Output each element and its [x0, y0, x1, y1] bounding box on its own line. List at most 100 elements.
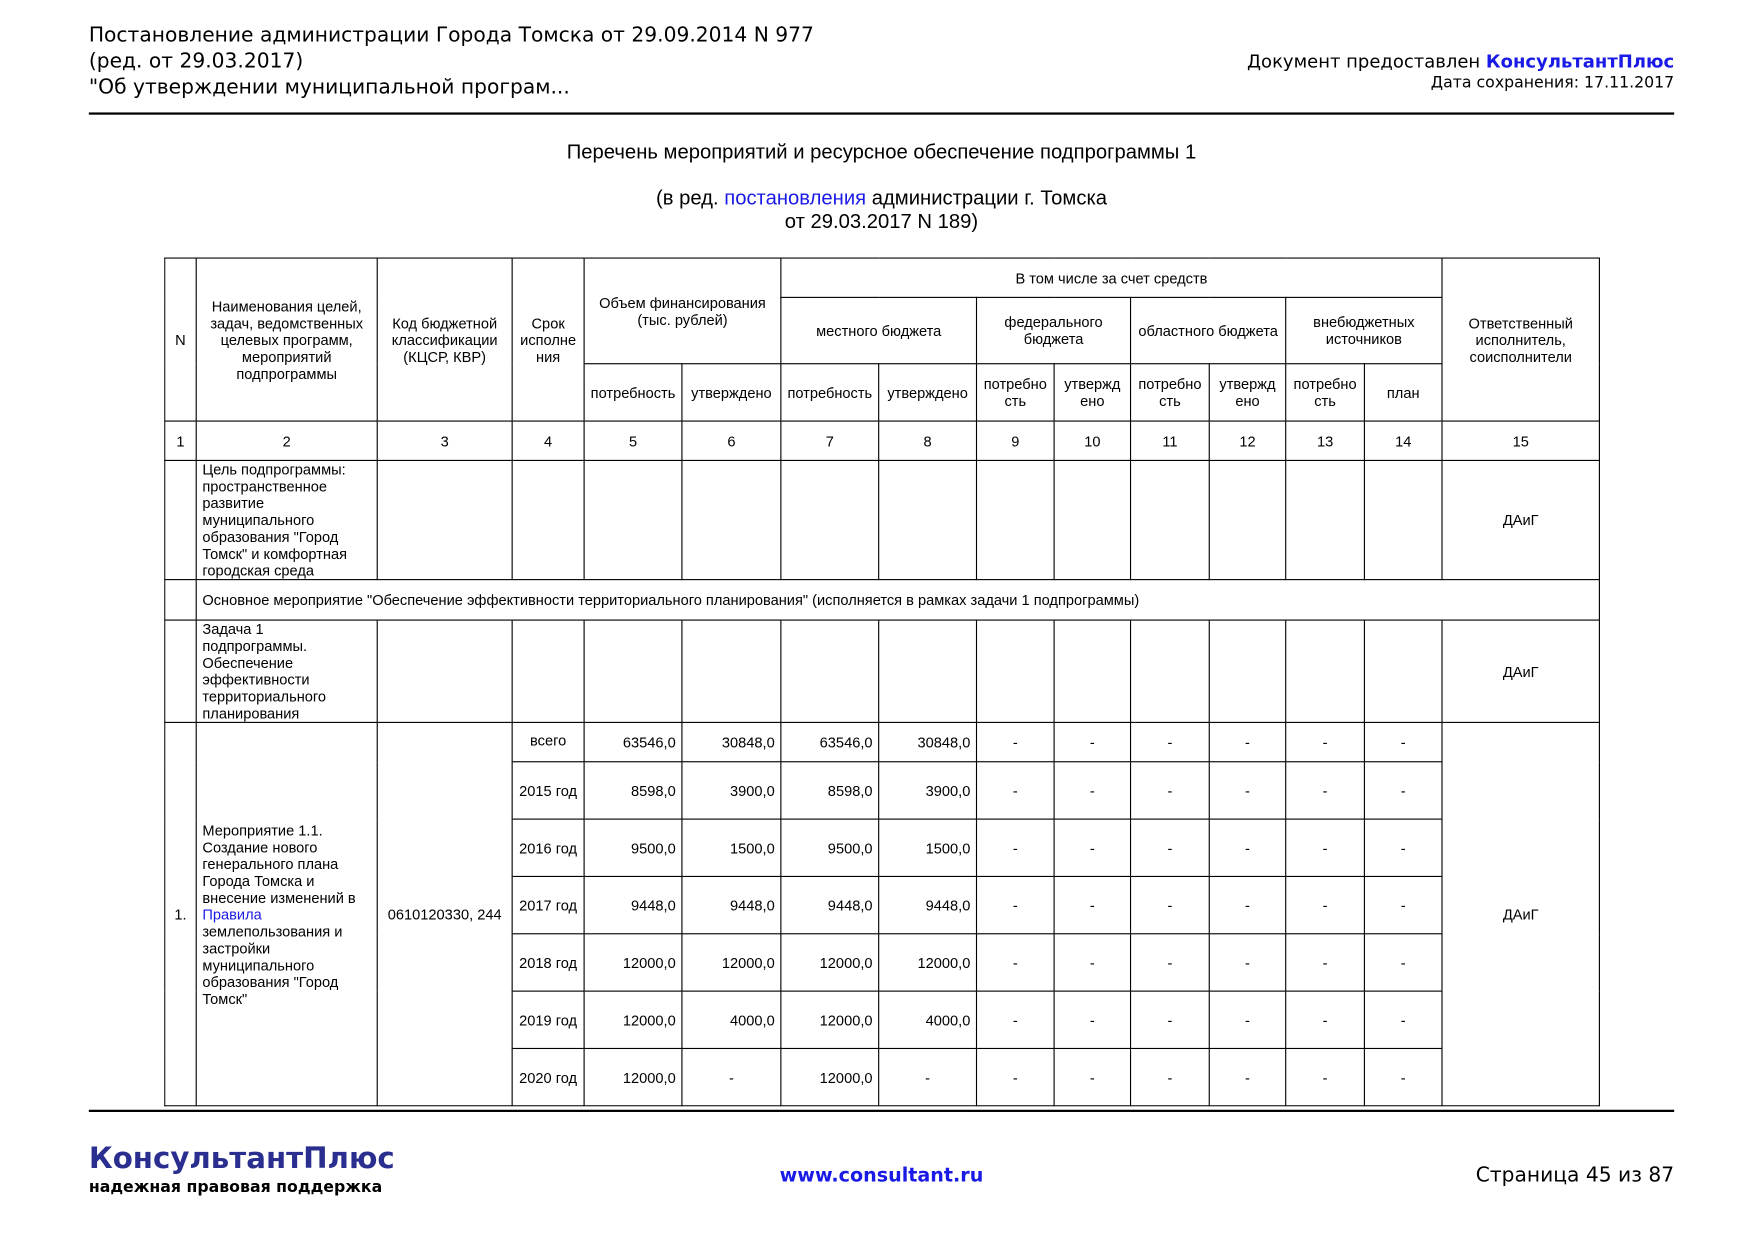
- footer-url[interactable]: www.consultant.ru: [779, 1164, 984, 1188]
- head-sub: потребность: [583, 363, 683, 422]
- head-responsible: Ответственный исполнитель, соисполнители: [1441, 257, 1600, 422]
- item-name-text: землепользования и застройки муниципальн…: [202, 922, 343, 1007]
- page-number: Страница 45 из 87: [1475, 1163, 1675, 1188]
- amount: -: [1053, 933, 1132, 992]
- footer-tagline: надежная правовая поддержка: [88, 1178, 383, 1197]
- table-row: местного бюджета федерального бюджета обла…: [165, 296, 1600, 365]
- amount: -: [1208, 1047, 1287, 1107]
- amount: -: [1285, 761, 1365, 820]
- head-volume: Объем финансирования (тыс. рублей): [583, 257, 782, 365]
- head-sub: потребность: [780, 363, 880, 422]
- table-row: 2018 год 12000,0 12000,0 12000,0 12000,0- - - -…: [165, 933, 1600, 992]
- amount: -: [1208, 875, 1287, 935]
- main-event: Основное мероприятие "Обеспечение эффект…: [195, 579, 1600, 621]
- head-sub: утверждено: [1053, 363, 1132, 422]
- amount: -: [1129, 761, 1210, 820]
- table: N Наименования целей, задач, ведомственны…: [164, 257, 1600, 1107]
- col-number: 14: [1363, 420, 1443, 461]
- empty-cell: [780, 459, 880, 581]
- item-name-link[interactable]: Правила: [202, 905, 262, 923]
- task-text: Задача 1 подпрограммы. Обеспечение эффек…: [195, 619, 378, 723]
- amount: -: [1208, 990, 1287, 1050]
- amount: 4000,0: [681, 990, 782, 1050]
- table-row: 2016 год 9500,0 1500,0 9500,0 1500,0- - - - - -: [165, 818, 1600, 878]
- amount: -: [1208, 818, 1287, 878]
- table-row: 2015 год 8598,0 3900,0 8598,0 3900,0- - - - - -: [165, 761, 1600, 820]
- empty-cell: [164, 579, 197, 621]
- doc-title-line: (ред. от 29.03.2017): [88, 49, 304, 74]
- table-row: потребность утверждено потребность утвержде…: [165, 363, 1600, 422]
- amount: 1500,0: [878, 818, 978, 878]
- amount: -: [1053, 721, 1132, 763]
- edition-suffix: администрации г. Томска: [871, 186, 1108, 210]
- item-code: 0610120330, 244: [376, 721, 513, 1107]
- table-row: 2.Мероприятие 1.2. Разработка0610120330,…: [164, 1105, 1600, 1107]
- doc-title-line: Постановление администрации Города Томск…: [88, 23, 814, 48]
- amount: 9448,0: [878, 875, 978, 935]
- col-number: 6: [681, 420, 782, 461]
- amount: 12000,0: [780, 990, 880, 1050]
- saved-date: Дата сохранения: 17.11.2017: [1430, 74, 1675, 93]
- executor: ДАиГ: [1441, 459, 1600, 581]
- empty-cell: [1208, 459, 1287, 581]
- amount: 1500,0: [681, 818, 782, 878]
- col-number: 8: [878, 420, 978, 461]
- amount: -: [1129, 1047, 1210, 1107]
- empty-cell: [376, 459, 513, 581]
- amount: -: [1129, 933, 1210, 992]
- head-term: Срок исполнения: [511, 257, 585, 422]
- head-sub: план: [1363, 363, 1443, 422]
- amount: 9448,0: [780, 875, 880, 935]
- col-number: 5: [583, 420, 683, 461]
- amount: -: [1363, 875, 1443, 935]
- edition: (в ред. постановления администрации г. Т…: [0, 187, 1754, 211]
- executor: ДАиГ: [1441, 721, 1600, 1107]
- col-number: 9: [975, 420, 1055, 461]
- col-number: 13: [1285, 420, 1365, 461]
- col-number: 1: [164, 420, 197, 461]
- amount: 9500,0: [583, 818, 683, 878]
- amount: 142820,7: [583, 1105, 683, 1107]
- period: 2019 год: [511, 990, 585, 1050]
- head-sub: потребность: [1285, 363, 1365, 422]
- amount: -: [1053, 1047, 1132, 1107]
- head-code: Код бюджетной классификации (КЦСР, КВР): [376, 257, 513, 422]
- head-sub: утверждено: [878, 363, 978, 422]
- executor: ДАиГ: [1441, 619, 1600, 723]
- empty-cell: [376, 619, 513, 723]
- amount: 9448,0: [583, 875, 683, 935]
- head-including: В том числе за счет средств: [780, 257, 1443, 298]
- col-number: 11: [1129, 420, 1210, 461]
- empty-cell: [511, 619, 585, 723]
- empty-cell: [164, 459, 197, 581]
- empty-cell: [975, 619, 1055, 723]
- amount: 63546,0: [583, 721, 683, 763]
- col-number: 10: [1053, 420, 1132, 461]
- table-row: 2019 год 12000,0 4000,0 12000,0 4000,0- - - - - -: [165, 990, 1600, 1050]
- amount: 4000,0: [878, 990, 978, 1050]
- amount: 142820,7: [780, 1105, 880, 1107]
- amount: 8598,0: [583, 761, 683, 820]
- edition-link[interactable]: постановления: [724, 186, 867, 210]
- item-name: Мероприятие 1.2. Разработка: [195, 1105, 378, 1107]
- amount: 12000,0: [681, 933, 782, 992]
- item-name: Мероприятие 1.1. Создание нового генерал…: [195, 721, 378, 1107]
- amount: -: [975, 933, 1055, 992]
- amount: 3900,0: [878, 761, 978, 820]
- amount: 30848,0: [878, 721, 978, 763]
- amount: -: [1285, 818, 1365, 878]
- amount: -: [1129, 875, 1210, 935]
- table-row: N Наименования целей, задач, ведомственны…: [164, 257, 1600, 422]
- amount: -: [1363, 721, 1443, 763]
- amount: -: [1363, 1105, 1443, 1107]
- col-number: 12: [1208, 420, 1287, 461]
- amount: 12000,0: [583, 1047, 683, 1107]
- amount: 3900,0: [681, 761, 782, 820]
- period: 2015 год: [511, 761, 585, 820]
- doc-title-line: "Об утверждении муниципальной програм...: [88, 75, 570, 99]
- period: всего: [511, 1105, 585, 1107]
- empty-cell: [1285, 459, 1365, 581]
- provider: Документ предоставлен КонсультантПлюс: [1247, 51, 1674, 72]
- amount: -: [1053, 990, 1132, 1050]
- title: Перечень мероприятий и ресурсное обеспеч…: [566, 140, 1197, 164]
